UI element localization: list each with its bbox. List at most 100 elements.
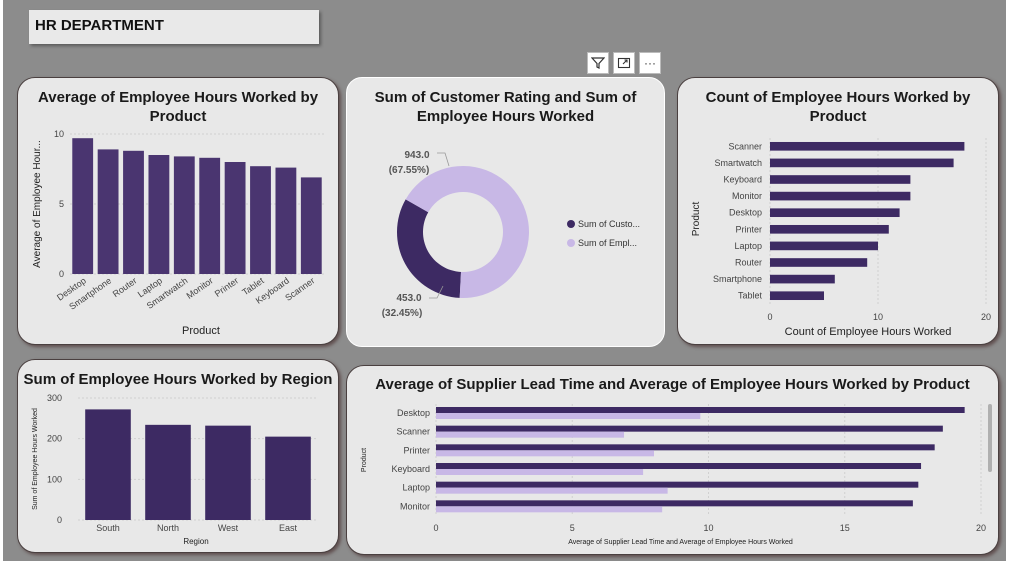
more-options-label: ··· xyxy=(644,56,656,70)
x-tick-label: Monitor xyxy=(185,275,215,300)
chart-svg: 0510DesktopSmartphoneRouterLaptopSmartwa… xyxy=(32,129,324,337)
bar xyxy=(436,487,668,494)
chart-title: Sum of Customer Rating and Sum of Employ… xyxy=(374,89,637,125)
y-tick-label: Keyboard xyxy=(723,175,762,185)
bar xyxy=(770,208,900,218)
y-tick-label: Tablet xyxy=(738,291,763,301)
bar xyxy=(436,431,625,438)
bar xyxy=(173,156,195,274)
data-label-value: 453.0 xyxy=(396,293,421,304)
data-label-percent: (32.45%) xyxy=(382,308,423,319)
leader-line xyxy=(437,152,450,167)
x-tick-label: Router xyxy=(111,275,139,299)
legend-marker xyxy=(567,239,575,247)
bar xyxy=(97,149,119,274)
chart-title: Count of Employee Hours Worked by Produc… xyxy=(705,89,971,125)
bar xyxy=(436,450,654,457)
more-options-icon[interactable]: ··· xyxy=(639,52,661,74)
y-tick-label: Scanner xyxy=(396,427,430,437)
bar xyxy=(205,425,251,520)
x-axis-label: Product xyxy=(182,325,220,337)
bar xyxy=(770,141,965,151)
y-tick-label: Smartphone xyxy=(713,274,762,284)
chart-card-lead-time-and-hours[interactable]: Average of Supplier Lead Time and Averag… xyxy=(346,365,999,555)
legend-label: Sum of Empl... xyxy=(578,238,637,248)
y-tick-label: Desktop xyxy=(397,408,430,418)
chart-title: Sum of Employee Hours Worked by Region xyxy=(23,371,333,388)
legend-marker xyxy=(567,220,575,228)
bar xyxy=(770,258,868,267)
bar xyxy=(770,224,889,234)
x-tick-label: 10 xyxy=(873,312,883,322)
y-tick-label: Scanner xyxy=(728,141,762,151)
bar xyxy=(770,291,824,301)
x-axis-label: Average of Supplier Lead Time and Averag… xyxy=(568,539,793,546)
bar xyxy=(145,424,191,520)
y-axis-label: Product xyxy=(691,202,702,237)
bar xyxy=(770,175,911,184)
chart-svg: 0 10 20 Scanner Smartwatch Keyboard Monitor Des… xyxy=(691,138,991,338)
focus-mode-icon[interactable] xyxy=(613,52,635,74)
y-tick-label: 300 xyxy=(47,393,62,403)
x-tick-label: Printer xyxy=(213,275,240,298)
bar xyxy=(265,436,311,520)
x-tick-label: Scanner xyxy=(283,275,316,302)
x-tick-label: South xyxy=(96,523,120,533)
y-tick-label: 200 xyxy=(47,434,62,444)
bar xyxy=(275,167,297,274)
bar xyxy=(770,191,911,201)
chart-title: Average of Supplier Lead Time and Averag… xyxy=(375,376,970,393)
header-title-box: HR DEPARTMENT xyxy=(29,10,319,44)
y-tick-label: Smartwatch xyxy=(714,158,762,168)
y-tick-label: Monitor xyxy=(400,501,430,511)
x-tick-label: 20 xyxy=(981,312,991,322)
bar xyxy=(85,409,131,520)
y-tick-label: Router xyxy=(735,258,762,268)
bar xyxy=(436,463,922,469)
y-tick-label: 100 xyxy=(47,474,62,484)
chart-card-avg-hours-by-product[interactable]: Average of Employee Hours Worked by Prod… xyxy=(17,77,339,345)
donut-slice xyxy=(397,199,462,298)
bar xyxy=(72,138,94,274)
y-tick-label: Printer xyxy=(403,445,430,455)
bar xyxy=(300,177,322,274)
chart-card-count-hours-by-product[interactable]: Count of Employee Hours Worked by Produc… xyxy=(677,77,999,345)
chart-card-hours-by-region[interactable]: Sum of Employee Hours Worked by Region 0… xyxy=(17,359,339,553)
bar xyxy=(436,469,644,475)
chart-card-rating-vs-hours[interactable]: Sum of Customer Rating and Sum of Employ… xyxy=(346,77,665,347)
bar xyxy=(436,407,965,413)
bar xyxy=(436,481,919,488)
x-axis-label: Region xyxy=(183,537,208,546)
visual-toolbar: ··· xyxy=(587,52,661,74)
y-tick-label: Desktop xyxy=(729,208,762,218)
bar xyxy=(436,500,913,507)
x-tick-label: 0 xyxy=(767,312,772,322)
bar xyxy=(123,150,144,274)
legend-label: Sum of Custo... xyxy=(578,219,640,229)
filter-icon[interactable] xyxy=(587,52,609,74)
scrollbar-thumb xyxy=(988,404,992,472)
x-tick-label: 20 xyxy=(976,523,986,533)
y-axis-label: Sum of Employee Hours Worked xyxy=(32,408,39,510)
report-canvas: HR DEPARTMENT Average of Employee Hours … xyxy=(3,0,1006,561)
bar xyxy=(436,413,701,419)
bar xyxy=(224,162,246,274)
y-tick-label: 0 xyxy=(59,269,64,279)
y-tick-label: Laptop xyxy=(734,241,762,251)
y-tick-label: 10 xyxy=(54,129,64,139)
leader-line xyxy=(429,285,444,299)
data-label-value: 943.0 xyxy=(404,150,429,161)
y-tick-label: Keyboard xyxy=(391,464,430,474)
bar xyxy=(436,506,663,513)
chart-svg: 0 5 10 15 20 Desktop Scanner Printer Keyboard Lap… xyxy=(361,404,992,546)
y-axis-label: Average of Employee Hour... xyxy=(32,140,43,268)
page-title: HR DEPARTMENT xyxy=(35,17,164,34)
bar xyxy=(770,241,878,251)
chart-title: Average of Employee Hours Worked by Prod… xyxy=(37,89,319,125)
x-tick-label: 0 xyxy=(433,523,438,533)
x-tick-label: 15 xyxy=(840,523,850,533)
y-tick-label: Printer xyxy=(735,224,762,234)
chart-svg: 0 100 200 300 South North West East Region Sum of… xyxy=(32,393,318,546)
bar xyxy=(770,158,954,168)
bar xyxy=(250,166,271,274)
